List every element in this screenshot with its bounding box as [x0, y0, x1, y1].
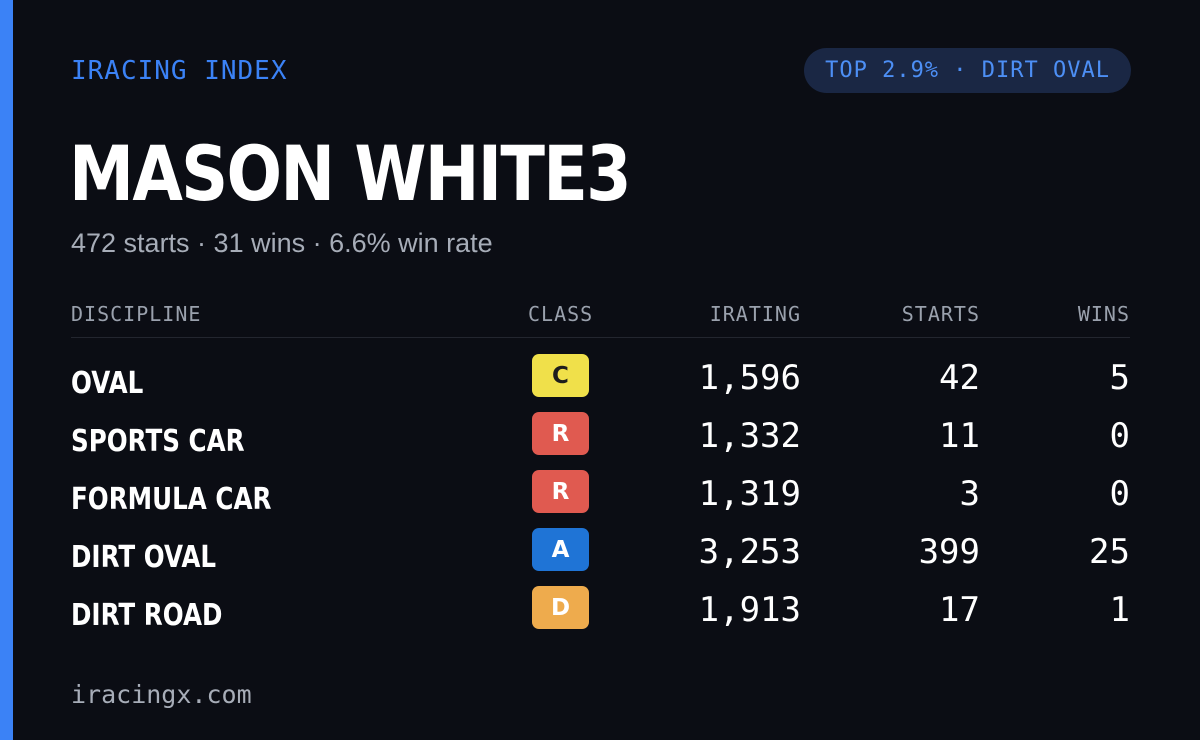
discipline-table: DISCIPLINE CLASS IRATING STARTS WINS OVA… [71, 298, 1130, 642]
discipline-name: DIRT ROAD [71, 598, 223, 633]
discipline-name: SPORTS CAR [71, 424, 245, 459]
discipline-name: OVAL [71, 366, 144, 401]
starts-value: 11 [939, 416, 980, 456]
table-row: DIRT ROAD D 1,913 17 1 [71, 584, 1130, 642]
starts-value: 399 [918, 532, 980, 572]
table-row: DIRT OVAL A 3,253 399 25 [71, 526, 1130, 584]
header-starts: STARTS [901, 302, 980, 326]
driver-name: MASON WHITE3 [69, 129, 632, 218]
table-row: FORMULA CAR R 1,319 3 0 [71, 468, 1130, 526]
wins-value: 1 [1109, 590, 1130, 630]
brand-title: IRACING INDEX [71, 56, 288, 86]
driver-summary: 472 starts · 31 wins · 6.6% win rate [71, 228, 493, 258]
license-class-badge: A [532, 528, 589, 571]
license-class-badge: R [532, 470, 589, 513]
irating-value: 1,596 [698, 358, 801, 398]
table-row: OVAL C 1,596 42 5 [71, 352, 1130, 410]
discipline-name: DIRT OVAL [71, 540, 217, 575]
wins-value: 25 [1089, 532, 1130, 572]
irating-value: 3,253 [698, 532, 801, 572]
license-class-badge: R [532, 412, 589, 455]
accent-bar [0, 0, 13, 740]
header-discipline: DISCIPLINE [71, 302, 202, 326]
table-header: DISCIPLINE CLASS IRATING STARTS WINS [71, 298, 1130, 338]
starts-value: 3 [959, 474, 980, 514]
table-body: OVAL C 1,596 42 5 SPORTS CAR R 1,332 11 … [71, 338, 1130, 642]
irating-value: 1,913 [698, 590, 801, 630]
license-class-badge: C [532, 354, 589, 397]
starts-value: 17 [939, 590, 980, 630]
wins-value: 0 [1109, 474, 1130, 514]
starts-value: 42 [939, 358, 980, 398]
header-irating: IRATING [709, 302, 801, 326]
footer-site-link: iracingx.com [71, 680, 252, 709]
header-wins: WINS [1077, 302, 1130, 326]
header-class: CLASS [528, 302, 594, 326]
rank-badge: TOP 2.9% · DIRT OVAL [804, 48, 1131, 93]
irating-value: 1,332 [698, 416, 801, 456]
table-row: SPORTS CAR R 1,332 11 0 [71, 410, 1130, 468]
wins-value: 0 [1109, 416, 1130, 456]
discipline-name: FORMULA CAR [71, 482, 272, 517]
wins-value: 5 [1109, 358, 1130, 398]
irating-value: 1,319 [698, 474, 801, 514]
license-class-badge: D [532, 586, 589, 629]
